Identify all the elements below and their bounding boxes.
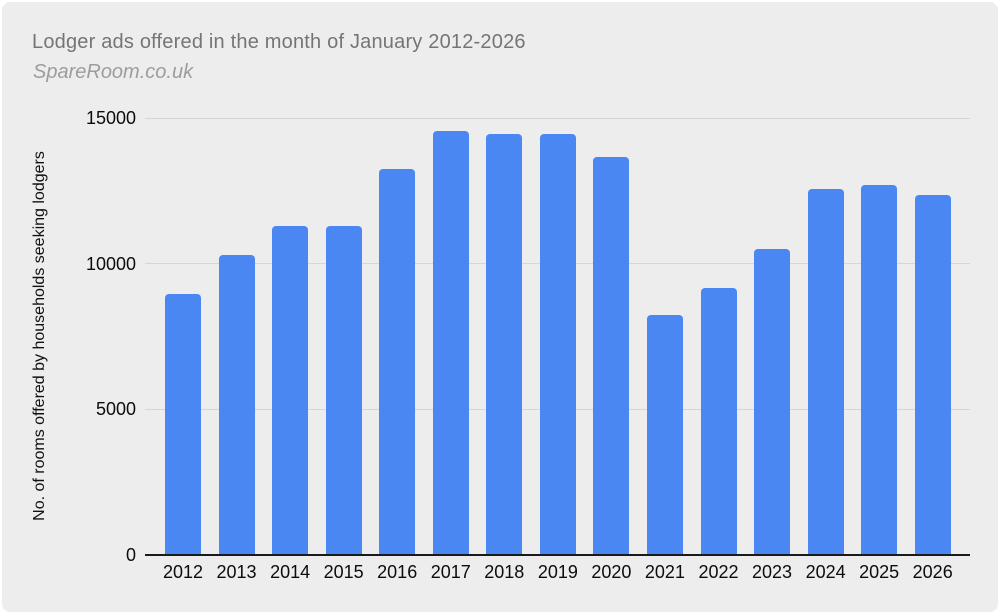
bar-2015 <box>325 225 362 555</box>
x-tick-label: 2021 <box>644 562 685 582</box>
bar-2023 <box>754 249 791 555</box>
bar-2025 <box>861 185 898 555</box>
x-tick-label: 2017 <box>430 562 471 582</box>
bar-2019 <box>539 134 576 555</box>
bar-2024 <box>807 189 844 555</box>
y-tick-label: 15000 <box>85 108 136 128</box>
x-tick-label: 2012 <box>162 562 204 582</box>
x-tick-label: 2013 <box>216 562 257 582</box>
x-tick-label: 2019 <box>537 562 578 582</box>
x-tick-label: 2026 <box>912 562 953 582</box>
y-tick-label: 0 <box>125 545 136 565</box>
bar-2026 <box>914 195 951 555</box>
x-tick-label: 2025 <box>859 562 900 582</box>
x-tick-label: 2023 <box>752 562 793 582</box>
bar-2021 <box>646 314 683 555</box>
bar-2012 <box>165 294 201 555</box>
bar-2022 <box>700 288 737 555</box>
plot-area <box>145 117 970 556</box>
x-tick-label: 2014 <box>270 562 311 582</box>
bar-2016 <box>379 168 416 555</box>
y-axis-title: No. of rooms offered by households seeki… <box>31 151 48 521</box>
x-tick-label: 2024 <box>805 562 846 582</box>
y-tick-label: 5000 <box>95 399 136 420</box>
x-tick-label: 2018 <box>484 562 525 582</box>
bar-2014 <box>272 225 309 555</box>
x-tick-label: 2016 <box>377 562 418 582</box>
x-tick-label: 2015 <box>323 562 364 582</box>
bar-2017 <box>432 131 469 555</box>
bar-2020 <box>593 157 630 555</box>
bar-2013 <box>218 254 255 555</box>
y-tick-label: 10000 <box>85 253 136 274</box>
chart-subtitle: SpareRoom.co.uk <box>33 61 194 83</box>
x-tick-label: 2020 <box>591 562 632 582</box>
chart-title: Lodger ads offered in the month of Janua… <box>32 31 526 53</box>
gridline-15000 <box>145 117 970 119</box>
bar-2018 <box>486 134 523 555</box>
x-tick-label: 2022 <box>698 562 739 582</box>
x-axis-line <box>145 554 970 556</box>
